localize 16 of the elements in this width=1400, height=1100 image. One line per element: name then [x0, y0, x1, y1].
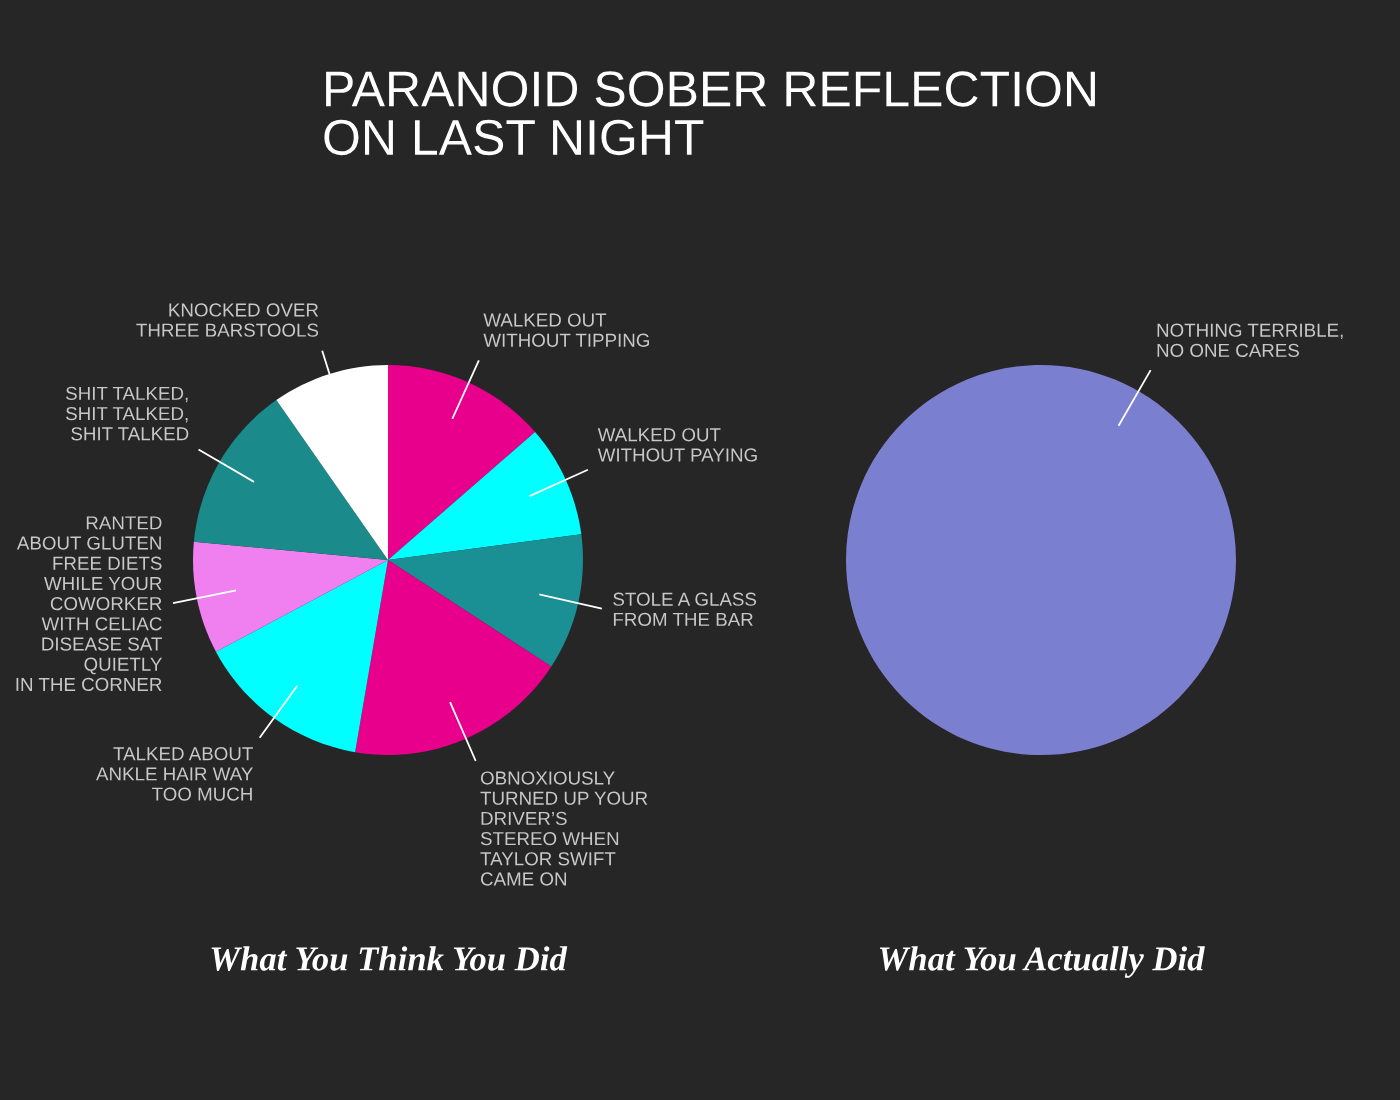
text: What You Think You Did [211, 946, 568, 971]
pie-slice [193, 400, 388, 560]
pie-slice [193, 541, 388, 652]
slice-label: SHIT TALKED, SHIT TALKED, SHIT TALKED [66, 386, 189, 441]
slice-label: WALKED OUT WITHOUT TIPPING [483, 313, 649, 347]
pie-slice [388, 534, 583, 667]
slice-label: NOTHING TERRIBLE, NO ONE CARES [1157, 323, 1343, 358]
slice-label: STOLE A GLASS FROM THE BAR [613, 592, 757, 627]
slice-label: KNOCKED OVER THREE BARSTOOLS [136, 303, 319, 337]
slice-label: OBNOXIOUSLY TURNED UP YOUR DRIVER’S STEREO WHEN TAYLOR SWIFT CAME ON [480, 771, 648, 886]
slice-label: TALKED ABOUT ANKLE HAIR WAY TOO MUCH [96, 747, 253, 801]
category-label: RANTED ABOUT GLUTEN FREE DIETS WHILE YOUR COWORKER WITH CELIAC DISEASE SAT QUIETLY IN THE CORNER [16, 516, 162, 692]
text: What You Actually Did [879, 946, 1205, 978]
slice-label: WALKED OUT WITHOUT PAYING [597, 428, 757, 462]
chart-title: PARANOID SOBER REFLECTION ON LAST NIGHT [324, 71, 1095, 156]
pie-slice [388, 431, 582, 560]
